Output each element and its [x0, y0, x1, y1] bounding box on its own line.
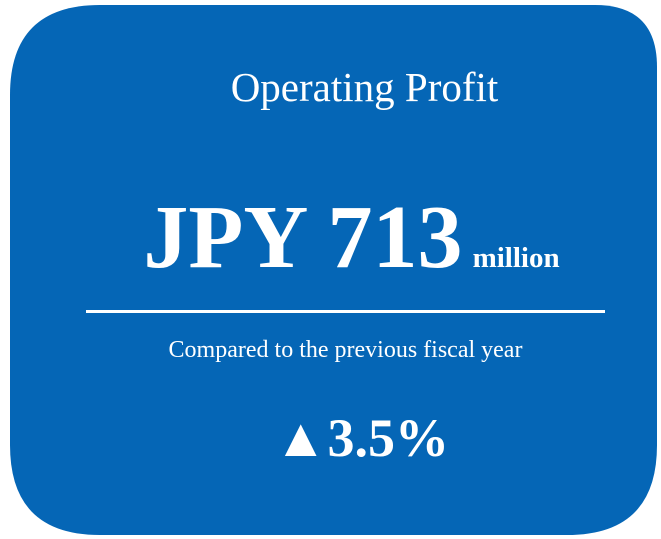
- value: JPY 713: [143, 188, 463, 287]
- unit: million: [472, 242, 560, 274]
- card-shape: [10, 5, 657, 535]
- card-title: Operating Profit: [230, 64, 499, 110]
- value-row: JPY 713 million: [0, 188, 661, 313]
- comparison-label: Compared to the previous fiscal year: [168, 337, 523, 363]
- change-value: ▲3.5%: [274, 408, 449, 468]
- divider: [86, 310, 605, 313]
